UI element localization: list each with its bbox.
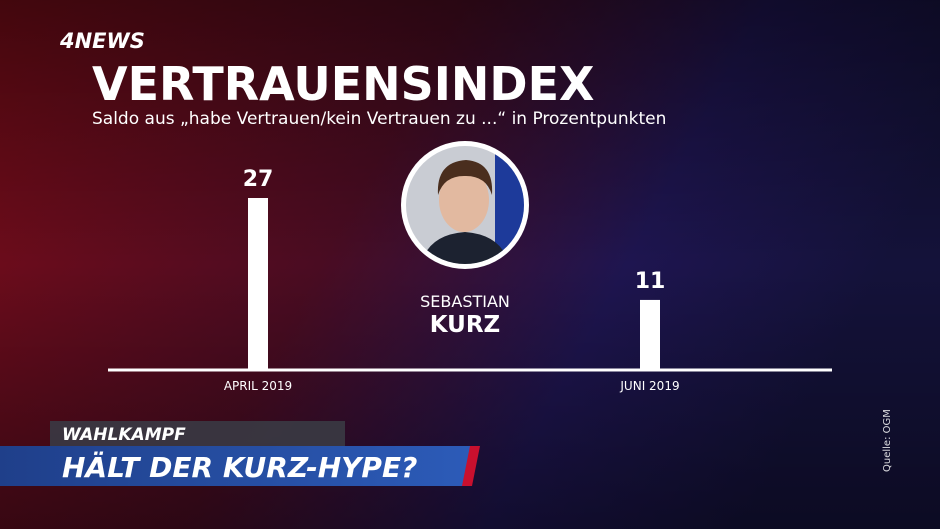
value-label: 11 [635, 269, 666, 294]
x-tick-label: JUNI 2019 [619, 379, 679, 393]
value-label: 27 [243, 167, 274, 192]
kicker: WAHLKAMPF [62, 425, 186, 445]
person-last-name: KURZ [430, 312, 500, 338]
chart-subtitle: Saldo aus „habe Vertrauen/kein Vertrauen… [92, 109, 666, 129]
logo: 4NEWS [59, 29, 145, 53]
hair [437, 160, 493, 195]
kicker-bar [50, 421, 345, 446]
chart: APRIL 2019 27 JUNI 2019 11 [108, 167, 832, 393]
x-tick-label: APRIL 2019 [224, 379, 292, 393]
chart-title: VERTRAUENSINDEX [92, 57, 594, 111]
person-first-name: SEBASTIAN [420, 292, 510, 311]
bar [640, 299, 660, 370]
headline-bar [0, 446, 470, 486]
bar [248, 198, 268, 370]
headline-accent [462, 446, 480, 486]
face [439, 168, 489, 232]
headline: HÄLT DER KURZ-HYPE? [62, 450, 417, 484]
source: Quelle: OGM [882, 409, 893, 472]
portrait [401, 141, 529, 269]
